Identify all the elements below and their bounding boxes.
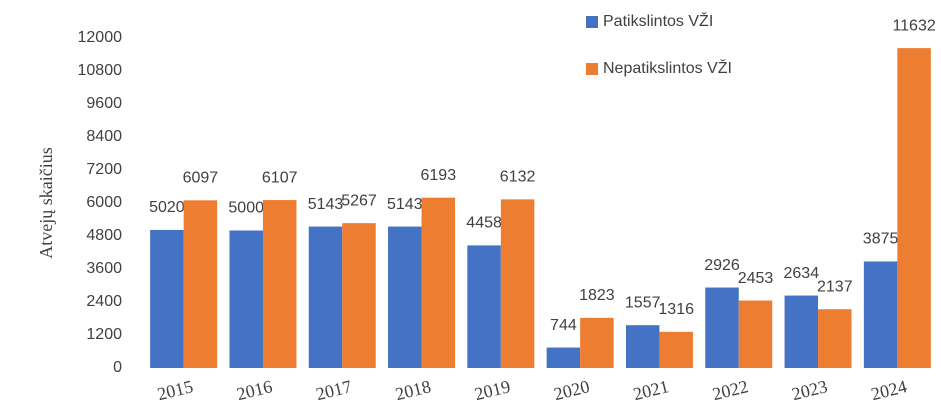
legend-label: Nepatikslintos VŽI [603, 58, 732, 77]
bar [659, 331, 693, 368]
value-label: 1823 [579, 287, 615, 304]
value-label: 5267 [341, 192, 377, 209]
y-tick-label: 1200 [86, 326, 122, 343]
x-tick-label: 2021 [631, 376, 671, 404]
y-tick-label: 6000 [86, 194, 122, 211]
bar [500, 199, 535, 368]
bar [262, 200, 297, 368]
value-label: 2634 [784, 265, 820, 282]
value-label: 2926 [704, 257, 740, 274]
bar [342, 223, 376, 368]
value-label: 11632 [892, 17, 935, 34]
bar [546, 347, 581, 368]
y-tick-label: 3600 [86, 260, 122, 277]
y-tick-label: 12000 [78, 29, 123, 46]
bar [705, 287, 739, 368]
bar [467, 245, 501, 368]
x-tick-label: 2016 [235, 376, 275, 404]
value-label: 6097 [183, 170, 219, 187]
y-tick-label: 2400 [86, 293, 122, 310]
value-label: 6132 [500, 169, 536, 186]
y-tick-label: 0 [113, 359, 122, 376]
bar [150, 229, 184, 368]
bar [308, 226, 343, 368]
bar [183, 200, 218, 368]
legend-label: Patikslintos VŽI [603, 11, 713, 30]
value-label: 6193 [421, 167, 457, 184]
legend-swatch [586, 16, 598, 28]
x-tick-label: 2018 [393, 376, 433, 404]
bar [580, 317, 614, 368]
x-tick-label: 2019 [473, 376, 513, 404]
value-label: 5020 [149, 199, 185, 216]
x-tick-label: 2015 [155, 376, 195, 404]
y-tick-label: 8400 [86, 128, 122, 145]
value-label: 5143 [387, 196, 423, 213]
value-label: 5143 [308, 196, 344, 213]
y-tick-label: 4800 [86, 227, 122, 244]
bar [388, 226, 422, 368]
value-label: 2453 [738, 270, 774, 287]
x-tick-label: 2024 [869, 376, 909, 404]
value-label: 1557 [625, 294, 661, 311]
y-tick-label: 9600 [86, 95, 122, 112]
value-label: 744 [550, 317, 577, 334]
x-tick-label: 2020 [552, 376, 592, 404]
bar [421, 197, 456, 368]
y-tick-label: 10800 [78, 62, 123, 79]
value-label: 2137 [817, 278, 853, 295]
bar [625, 325, 660, 368]
value-label: 5000 [228, 200, 264, 217]
x-tick-label: 2017 [314, 376, 354, 404]
value-label: 3875 [863, 231, 899, 248]
bar [738, 300, 773, 368]
bar [229, 230, 263, 368]
y-axis-label: Atvejų skaičius [36, 147, 56, 258]
value-label: 4458 [466, 215, 502, 232]
y-tick-label: 7200 [86, 161, 122, 178]
bar [818, 309, 852, 368]
value-label: 1316 [658, 301, 694, 318]
x-tick-label: 2023 [790, 376, 830, 404]
bar [863, 261, 898, 368]
bar [784, 295, 819, 368]
x-tick-label: 2022 [710, 376, 750, 404]
legend-swatch [586, 63, 598, 75]
value-label: 6107 [262, 169, 298, 186]
bar [897, 48, 931, 369]
